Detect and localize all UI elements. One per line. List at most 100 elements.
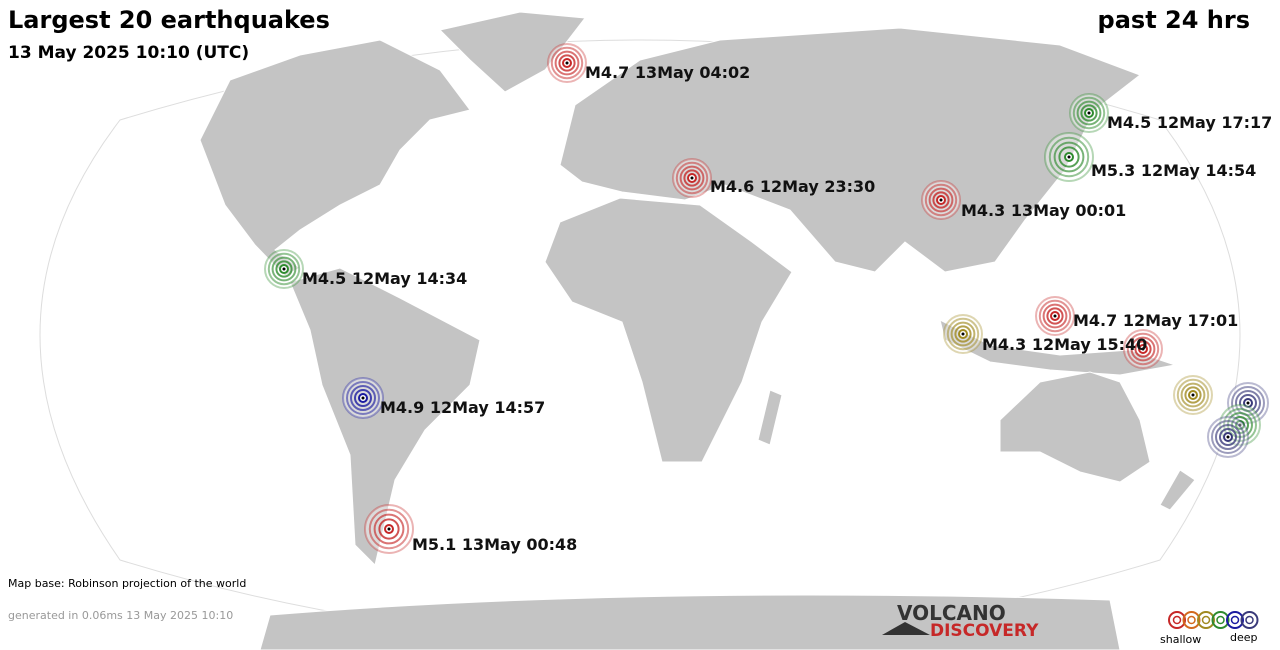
south-america [289, 267, 481, 566]
marker-ring [1130, 336, 1156, 362]
marker-ring [1042, 303, 1068, 329]
quake-marker [672, 158, 712, 198]
marker-ring [373, 513, 405, 545]
new-zealand [1159, 469, 1196, 511]
legend-core [1245, 615, 1254, 625]
marker-ring [1134, 340, 1152, 358]
marker-ring [683, 169, 701, 187]
marker-ring [550, 46, 584, 80]
marker-ring [954, 325, 972, 343]
quake-marker [264, 249, 304, 289]
quake-label: M4.9 12May 14:57 [380, 398, 545, 417]
marker-ring [1180, 382, 1206, 408]
legend-ring [1240, 611, 1259, 629]
legend-ring [1168, 611, 1186, 629]
marker-ring [554, 50, 580, 76]
marker-dot [1141, 347, 1145, 351]
marker-dot [961, 332, 965, 336]
marker-ring [346, 381, 380, 415]
logo-icon [882, 622, 930, 635]
quake-marker [1044, 132, 1094, 182]
legend-ring [1226, 611, 1244, 629]
quake-label: M5.1 13May 00:48 [412, 535, 577, 554]
land [199, 11, 1196, 650]
quake-label: M4.3 13May 00:01 [961, 201, 1126, 220]
marker-dot [565, 61, 569, 65]
marker-ring [950, 321, 976, 347]
quake-marker [921, 180, 961, 220]
marker-ring [928, 187, 954, 213]
marker-ring [1215, 424, 1241, 450]
marker-ring [1058, 146, 1080, 168]
marker-ring [946, 317, 980, 351]
madagascar [757, 389, 783, 446]
quake-label: M5.3 12May 14:54 [1091, 161, 1256, 180]
marker-ring [675, 161, 709, 195]
africa [544, 197, 793, 463]
marker-ring [267, 252, 301, 286]
marker-ring [1176, 378, 1210, 412]
quake-marker [364, 504, 414, 554]
marker-ring [1126, 332, 1160, 366]
legend-ring [1197, 611, 1215, 629]
legend-core [1187, 615, 1196, 625]
legend-core [1201, 615, 1211, 625]
marker-ring [679, 165, 705, 191]
marker-ring [378, 518, 400, 540]
marker-dot [1226, 435, 1230, 439]
marker-dot [387, 527, 391, 531]
legend-deep: deep [1230, 631, 1258, 644]
quake-marker [1173, 375, 1213, 415]
marker-ring [924, 183, 958, 217]
marker-dot [1087, 111, 1091, 115]
quake-marker [1207, 416, 1249, 458]
quake-marker [342, 377, 384, 419]
quake-label: M4.7 13May 04:02 [585, 63, 750, 82]
marker-dot [361, 396, 365, 400]
quake-label: M4.6 12May 23:30 [710, 177, 875, 196]
marker-ring [1038, 299, 1072, 333]
logo-volcano: VOLCANO [897, 601, 1006, 625]
quake-label: M4.7 12May 17:01 [1073, 311, 1238, 330]
eurasia [559, 27, 1142, 273]
marker-ring [368, 508, 410, 550]
legend-ring [1211, 611, 1230, 629]
generated-note: generated in 0.06ms 13 May 2025 10:10 [8, 609, 233, 622]
quake-label: M4.5 12May 14:34 [302, 269, 467, 288]
legend-core [1172, 615, 1182, 625]
marker-dot [939, 198, 943, 202]
marker-dot [1246, 401, 1250, 405]
marker-dot [690, 176, 694, 180]
subtitle: 13 May 2025 10:10 (UTC) [8, 43, 249, 63]
marker-dot [1191, 393, 1195, 397]
quake-marker [1123, 329, 1163, 369]
marker-ring [350, 385, 376, 411]
quake-marker [943, 314, 983, 354]
quake-label: M4.5 12May 17:17 [1107, 113, 1272, 132]
marker-ring [1076, 100, 1102, 126]
quake-marker [547, 43, 587, 83]
greenland [439, 11, 586, 93]
antarctica [259, 594, 1121, 650]
marker-ring [558, 54, 576, 72]
legend-shallow: shallow [1160, 633, 1201, 646]
marker-dot [1053, 314, 1057, 318]
quake-marker [1035, 296, 1075, 336]
marker-dot [282, 267, 286, 271]
title: Largest 20 earthquakes [8, 6, 330, 34]
marker-ring [1046, 307, 1064, 325]
marker-ring [354, 389, 372, 407]
marker-ring [1048, 136, 1090, 178]
legend-core [1230, 615, 1240, 625]
marker-ring [1053, 141, 1085, 173]
indonesia [939, 319, 1176, 376]
logo-discovery: DISCOVERY [930, 621, 1039, 641]
map-base-note: Map base: Robinson projection of the wor… [8, 577, 246, 590]
north-america [199, 39, 471, 277]
australia [999, 371, 1151, 483]
marker-ring [1219, 428, 1237, 446]
marker-dot [1067, 155, 1071, 159]
quake-marker [1069, 93, 1109, 133]
marker-ring [1211, 420, 1245, 454]
